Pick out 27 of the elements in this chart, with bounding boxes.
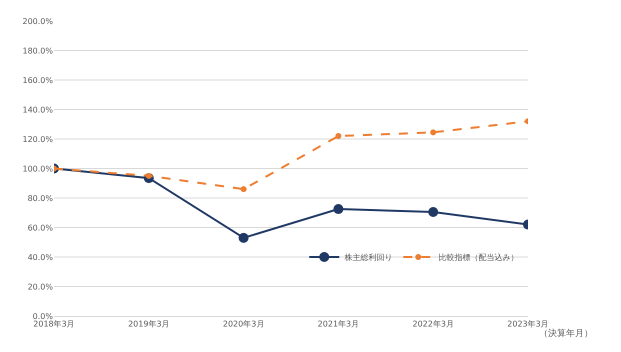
- point: [335, 133, 342, 140]
- y-tick-label: 180.0%: [22, 46, 54, 56]
- x-tick-label: 2019年3月: [128, 320, 170, 329]
- y-tick-label: 80.0%: [28, 194, 54, 203]
- y-tick-label: 140.0%: [22, 105, 54, 114]
- y-tick-label: 0.0%: [32, 312, 54, 321]
- y-tick-label: 20.0%: [28, 282, 54, 292]
- line-series: [54, 118, 528, 192]
- y-tick-label: 200.0%: [22, 16, 54, 26]
- y-tick-label: 120.0%: [22, 134, 54, 144]
- x-tick-label: 2021年3月: [318, 320, 360, 329]
- point: [240, 186, 247, 192]
- y-tick-label: 160.0%: [22, 76, 54, 85]
- point: [333, 204, 344, 214]
- point: [428, 207, 438, 218]
- x-tick-label: 2020年3月: [222, 320, 264, 329]
- x-tick-label: 2022年3月: [412, 320, 454, 329]
- x-tick-label: 2018年3月: [33, 320, 75, 329]
- point: [238, 232, 249, 243]
- legend-label: 比較指標（配当込み）: [438, 253, 518, 262]
- y-tick-label: 60.0%: [28, 223, 54, 232]
- point: [430, 129, 436, 136]
- legend-label: 株主総利回り: [343, 253, 392, 262]
- x-axis-title: （決算年月）: [539, 328, 593, 339]
- y-tick-label: 40.0%: [28, 252, 54, 262]
- y-tick-label: 100.0%: [22, 164, 54, 174]
- x-tick-label: 2023年3月: [507, 320, 549, 329]
